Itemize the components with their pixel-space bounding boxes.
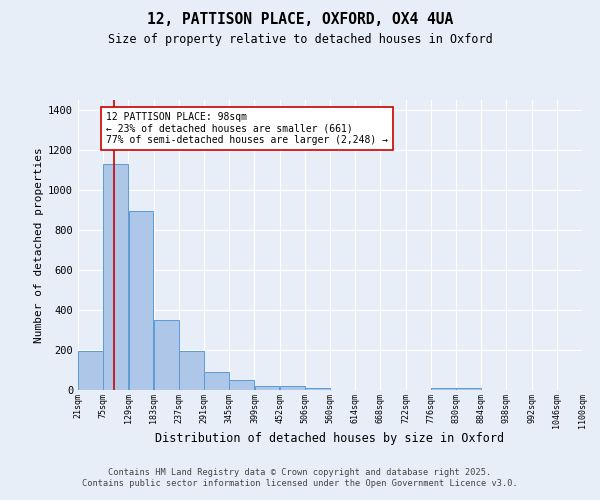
X-axis label: Distribution of detached houses by size in Oxford: Distribution of detached houses by size …: [155, 432, 505, 445]
Text: Size of property relative to detached houses in Oxford: Size of property relative to detached ho…: [107, 32, 493, 46]
Y-axis label: Number of detached properties: Number of detached properties: [34, 147, 44, 343]
Bar: [456, 388, 481, 390]
Bar: [154, 320, 179, 390]
Text: 12 PATTISON PLACE: 98sqm
← 23% of detached houses are smaller (661)
77% of semi-: 12 PATTISON PLACE: 98sqm ← 23% of detach…: [106, 112, 388, 145]
Bar: [254, 386, 280, 390]
Text: 12, PATTISON PLACE, OXFORD, OX4 4UA: 12, PATTISON PLACE, OXFORD, OX4 4UA: [147, 12, 453, 28]
Bar: [280, 386, 305, 390]
Bar: [431, 388, 456, 390]
Bar: [128, 212, 154, 390]
Bar: [103, 164, 128, 390]
Bar: [229, 380, 254, 390]
Bar: [305, 388, 330, 390]
Text: Contains HM Land Registry data © Crown copyright and database right 2025.
Contai: Contains HM Land Registry data © Crown c…: [82, 468, 518, 487]
Bar: [179, 352, 204, 390]
Bar: [78, 352, 103, 390]
Bar: [204, 372, 229, 390]
